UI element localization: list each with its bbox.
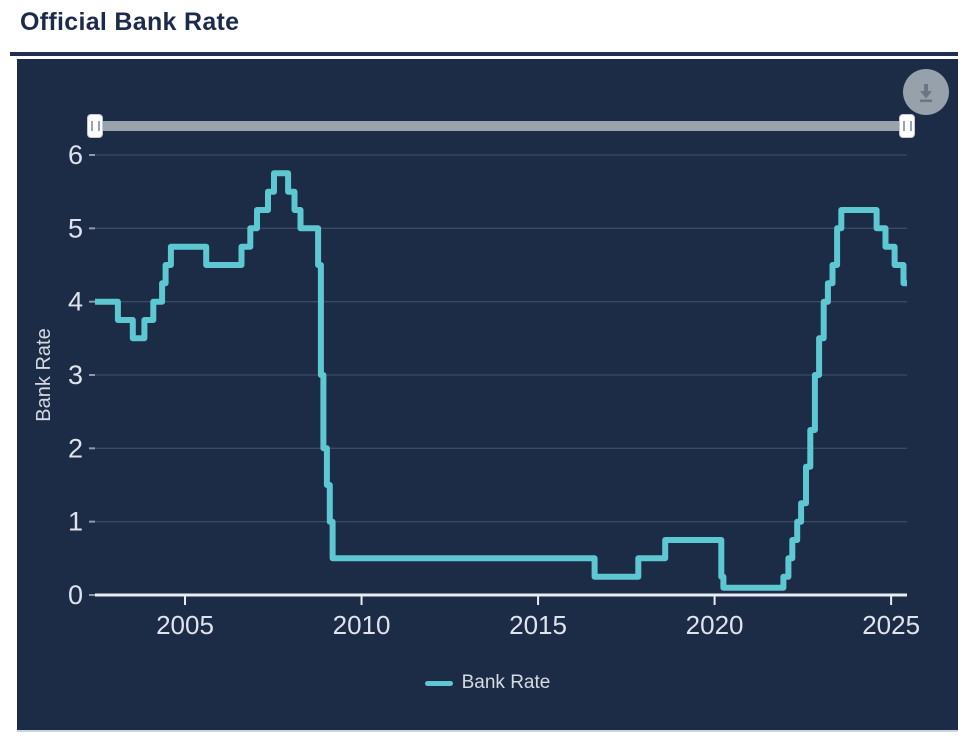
- y-axis-title: Bank Rate: [33, 328, 55, 421]
- y-tick-label-1: 1: [68, 507, 83, 537]
- y-tick-label-5: 5: [68, 213, 83, 243]
- y-tick-label-2: 2: [68, 433, 83, 463]
- page-title: Official Bank Rate: [20, 8, 240, 36]
- download-button[interactable]: [903, 69, 949, 115]
- chart-card: 0 1 2 3 4 5 6 2005 2010 2015 2020 2025 Bank Rate Ban…: [17, 59, 958, 732]
- x-tick-label-2025: 2025: [862, 610, 920, 640]
- bank-rate-line[interactable]: [95, 170, 907, 591]
- legend-swatch: [424, 680, 453, 686]
- range-slider-handle-right[interactable]: [899, 114, 915, 138]
- plot-area[interactable]: 0 1 2 3 4 5 6 2005 2010 2015 2020 2025 Bank Rate: [17, 59, 958, 730]
- download-icon: [920, 84, 932, 103]
- y-tick-label-4: 4: [68, 287, 83, 317]
- x-tick-label-2010: 2010: [333, 610, 391, 640]
- x-tick-label-2020: 2020: [686, 610, 744, 640]
- title-underline: [10, 52, 958, 56]
- x-tick-label-2005: 2005: [156, 610, 214, 640]
- slider-grip-icon: [902, 121, 912, 131]
- legend-label: Bank Rate: [461, 672, 551, 693]
- y-tick-label-0: 0: [68, 580, 83, 610]
- y-tick-label-3: 3: [68, 360, 83, 390]
- slider-grip-icon: [90, 121, 100, 131]
- range-slider-handle-left[interactable]: [87, 114, 103, 138]
- y-tick-label-6: 6: [68, 140, 83, 170]
- legend-item-bank-rate[interactable]: Bank Rate: [17, 666, 958, 700]
- range-slider-track[interactable]: [87, 114, 915, 138]
- x-tick-label-2015: 2015: [509, 610, 567, 640]
